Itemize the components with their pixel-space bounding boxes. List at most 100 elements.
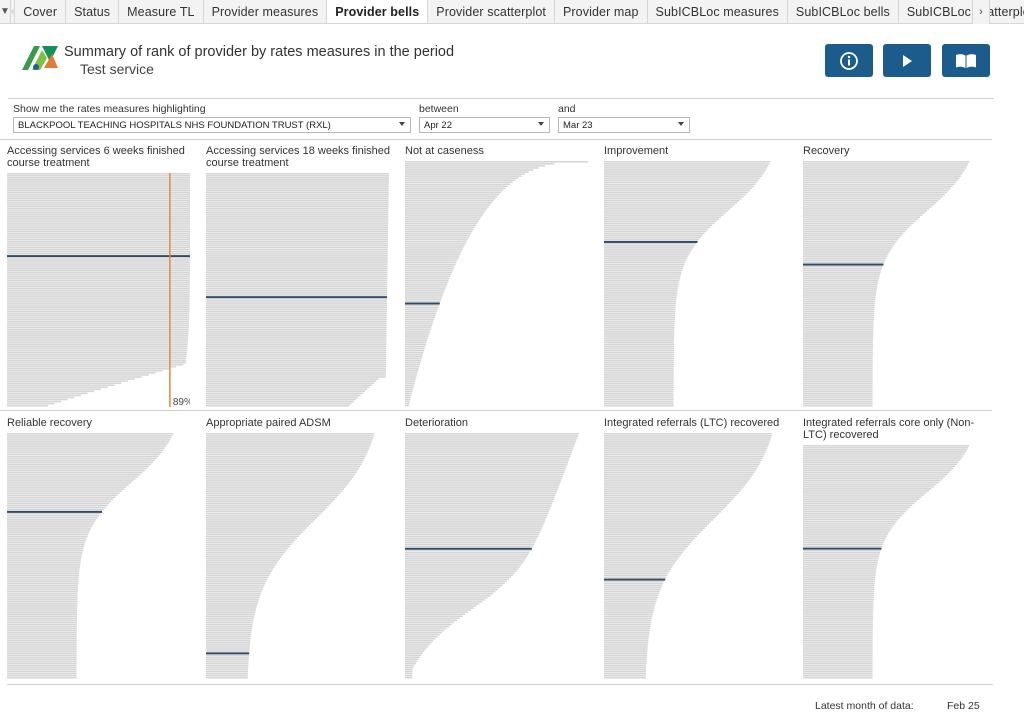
provider-bar[interactable] xyxy=(405,310,437,313)
provider-bar[interactable] xyxy=(405,222,478,225)
provider-bar[interactable] xyxy=(405,341,427,343)
provider-bar[interactable] xyxy=(206,343,387,345)
provider-bar[interactable] xyxy=(803,576,876,578)
provider-bar[interactable] xyxy=(206,588,263,591)
provider-bar[interactable] xyxy=(7,226,190,228)
provider-bar[interactable] xyxy=(604,216,722,218)
provider-bar[interactable] xyxy=(7,449,164,451)
provider-bar[interactable] xyxy=(604,617,652,620)
provider-bar[interactable] xyxy=(803,314,875,317)
provider-bar[interactable] xyxy=(7,173,190,175)
provider-bar[interactable] xyxy=(206,625,253,628)
provider-bar[interactable] xyxy=(7,271,190,274)
provider-bar[interactable] xyxy=(206,535,300,538)
provider-bar[interactable] xyxy=(405,642,432,644)
provider-bar[interactable] xyxy=(405,325,432,327)
provider-bar[interactable] xyxy=(803,529,891,531)
provider-bar[interactable] xyxy=(803,601,874,603)
provider-bar[interactable] xyxy=(7,597,78,599)
provider-bar[interactable] xyxy=(405,327,432,329)
provider-bar[interactable] xyxy=(604,459,762,462)
provider-bar[interactable] xyxy=(7,549,83,552)
provider-bar[interactable] xyxy=(803,611,874,613)
provider-bar[interactable] xyxy=(803,339,874,341)
provider-bar[interactable] xyxy=(206,347,387,350)
provider-bar[interactable] xyxy=(7,508,104,511)
provider-bar[interactable] xyxy=(7,396,75,399)
provider-bar[interactable] xyxy=(405,294,443,296)
provider-bar[interactable] xyxy=(7,372,156,374)
provider-bar[interactable] xyxy=(7,504,108,507)
provider-bar[interactable] xyxy=(604,255,689,257)
provider-bar[interactable] xyxy=(405,576,511,579)
provider-bar[interactable] xyxy=(604,210,728,212)
provider-bar[interactable] xyxy=(604,672,646,675)
provider-bar[interactable] xyxy=(206,386,370,389)
provider-bar[interactable] xyxy=(206,492,341,494)
provider-bar[interactable] xyxy=(604,437,772,439)
provider-bar[interactable] xyxy=(405,478,562,480)
provider-bar[interactable] xyxy=(405,594,491,597)
provider-bar[interactable] xyxy=(405,304,440,307)
provider-bar[interactable] xyxy=(7,214,190,216)
provider-bar[interactable] xyxy=(604,253,690,255)
provider-bar[interactable] xyxy=(604,316,675,319)
provider-bar[interactable] xyxy=(604,486,744,488)
provider-bar[interactable] xyxy=(803,347,873,350)
provider-bar[interactable] xyxy=(405,553,529,556)
provider-bar[interactable] xyxy=(604,586,662,589)
provider-bar[interactable] xyxy=(7,345,188,347)
provider-bar[interactable] xyxy=(7,471,143,474)
provider-bar[interactable] xyxy=(604,553,682,556)
provider-bar[interactable] xyxy=(206,527,307,529)
provider-bar[interactable] xyxy=(405,206,489,208)
provider-bar[interactable] xyxy=(803,327,874,329)
provider-bar[interactable] xyxy=(206,209,389,212)
provider-bar[interactable] xyxy=(405,210,486,212)
provider-bar[interactable] xyxy=(803,335,874,337)
provider-bar[interactable] xyxy=(7,294,190,296)
provider-bar[interactable] xyxy=(206,586,264,589)
provider-bar[interactable] xyxy=(803,402,873,405)
provider-bar[interactable] xyxy=(604,284,679,286)
provider-bar[interactable] xyxy=(405,163,555,165)
provider-bar[interactable] xyxy=(405,232,472,235)
provider-bar[interactable] xyxy=(803,479,941,482)
provider-bar[interactable] xyxy=(206,512,322,515)
provider-bar[interactable] xyxy=(405,247,464,249)
provider-bar[interactable] xyxy=(206,205,389,208)
provider-bar[interactable] xyxy=(206,287,388,290)
provider-bar[interactable] xyxy=(803,349,873,352)
provider-bar[interactable] xyxy=(206,365,386,368)
provider-bar[interactable] xyxy=(604,625,651,628)
provider-bar[interactable] xyxy=(803,516,901,519)
provider-bar[interactable] xyxy=(803,161,970,163)
tab-menu-icon[interactable]: ▼ xyxy=(0,0,11,23)
provider-bar[interactable] xyxy=(604,249,692,251)
provider-bar[interactable] xyxy=(803,486,934,488)
provider-bar[interactable] xyxy=(7,242,190,245)
provider-bar[interactable] xyxy=(803,181,957,184)
provider-bar[interactable] xyxy=(803,255,888,257)
provider-bar[interactable] xyxy=(604,504,728,507)
provider-bar[interactable] xyxy=(803,185,953,188)
provider-bar[interactable] xyxy=(7,453,161,456)
provider-bar[interactable] xyxy=(206,306,387,308)
provider-bar[interactable] xyxy=(604,386,674,389)
provider-bar[interactable] xyxy=(604,601,657,603)
provider-bar[interactable] xyxy=(7,207,190,210)
provider-bar[interactable] xyxy=(405,656,420,658)
provider-bar[interactable] xyxy=(206,635,251,638)
provider-bar[interactable] xyxy=(7,617,77,620)
provider-bar[interactable] xyxy=(7,623,77,626)
provider-bar[interactable] xyxy=(7,384,115,386)
provider-bar[interactable] xyxy=(206,449,369,451)
provider-bar[interactable] xyxy=(405,347,425,350)
provider-bar[interactable] xyxy=(7,648,77,650)
provider-bar[interactable] xyxy=(405,320,434,323)
provider-bar[interactable] xyxy=(604,566,673,568)
provider-bar[interactable] xyxy=(604,353,674,356)
provider-bar[interactable] xyxy=(7,205,190,208)
provider-bar[interactable] xyxy=(7,537,87,540)
provider-bar[interactable] xyxy=(604,607,655,609)
